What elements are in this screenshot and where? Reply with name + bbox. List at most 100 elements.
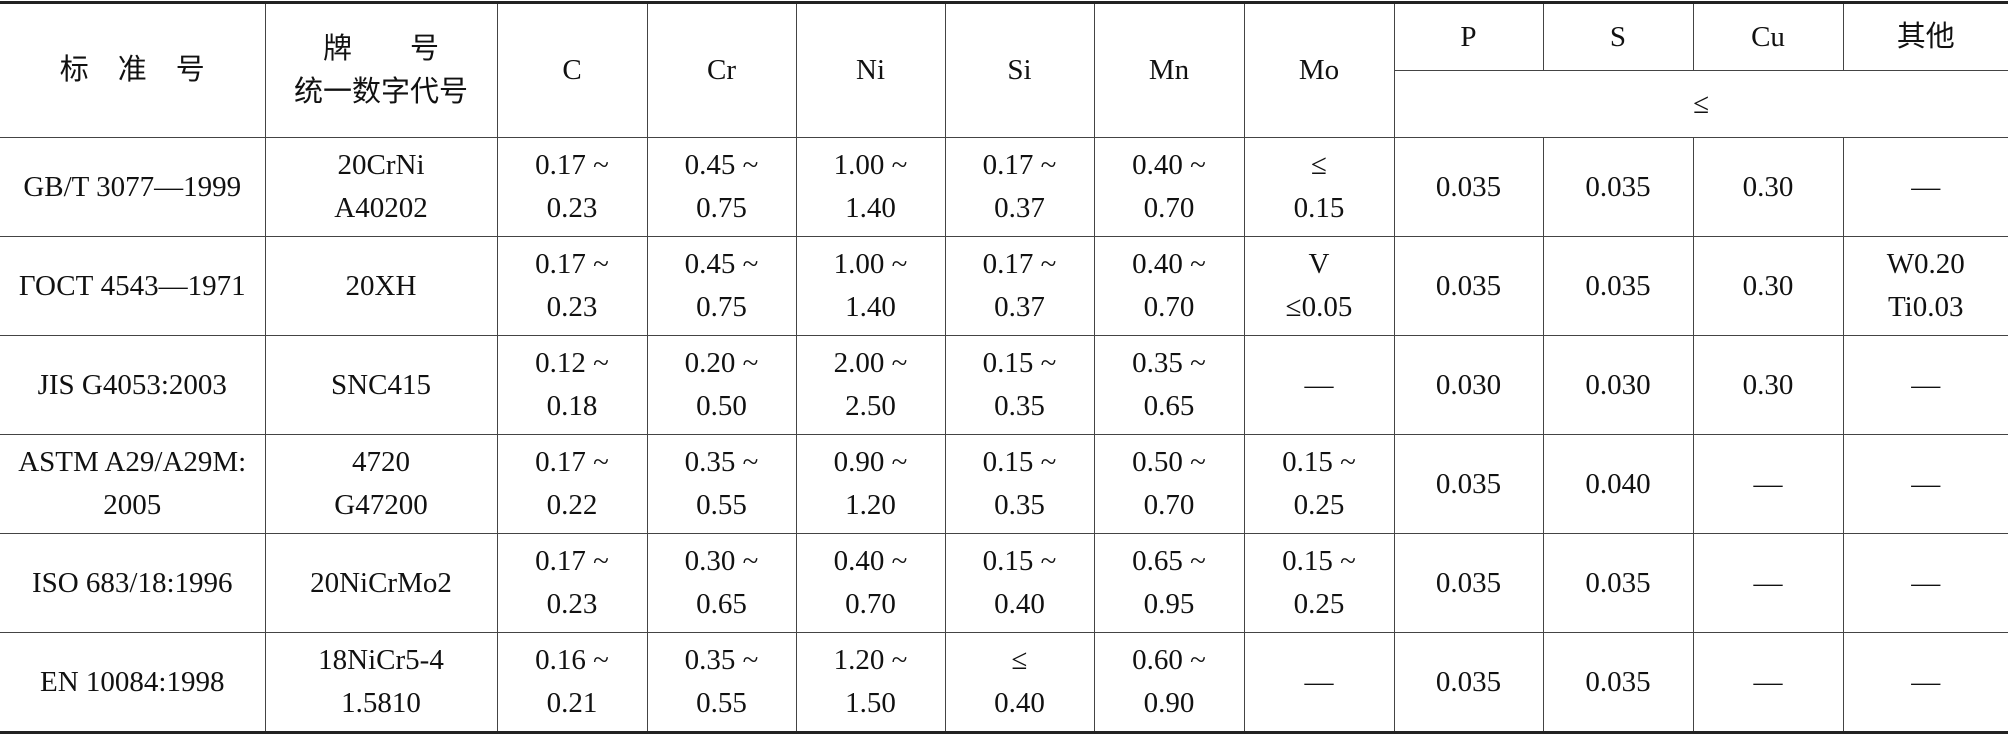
cell-line: 牌 号	[266, 28, 497, 71]
cell-line: 20CrNi	[266, 144, 497, 187]
cell-line: 0.030	[1395, 364, 1543, 407]
data-cell: ГОСТ 4543—1971	[0, 237, 265, 336]
cell-line: 0.030	[1544, 364, 1693, 407]
data-cell: 0.035	[1394, 237, 1543, 336]
data-cell: 0.35 ~0.55	[647, 633, 796, 733]
cell-line: 0.35 ~	[648, 441, 796, 484]
data-cell: 0.17 ~0.23	[497, 138, 647, 237]
data-cell: 0.15 ~0.40	[945, 534, 1094, 633]
cell-line: 0.40 ~	[1095, 243, 1244, 286]
data-cell: 0.035	[1394, 633, 1543, 733]
cell-line: ≤0.05	[1245, 286, 1394, 329]
cell-line: 0.35	[946, 385, 1094, 428]
data-cell: ISO 683/18:1996	[0, 534, 265, 633]
cell-line: W0.20	[1844, 243, 2008, 286]
data-cell: 0.17 ~0.23	[497, 237, 647, 336]
cell-line: 0.15 ~	[946, 342, 1094, 385]
cell-line: 0.035	[1395, 265, 1543, 308]
cell-line: 0.035	[1395, 166, 1543, 209]
data-cell: 0.035	[1394, 435, 1543, 534]
data-cell: GB/T 3077—1999	[0, 138, 265, 237]
data-cell: 0.65 ~0.95	[1094, 534, 1244, 633]
cell-line: 1.5810	[266, 682, 497, 725]
cell-line: 0.70	[1095, 187, 1244, 230]
cell-line: SNC415	[266, 364, 497, 407]
cell-line: 0.70	[1095, 484, 1244, 527]
cell-line: 2.00 ~	[797, 342, 945, 385]
data-cell: —	[1693, 633, 1843, 733]
data-cell: 0.030	[1394, 336, 1543, 435]
cell-line: 0.75	[648, 286, 796, 329]
data-cell: 1.20 ~1.50	[796, 633, 945, 733]
header-cell: C	[497, 3, 647, 138]
cell-line: 0.75	[648, 187, 796, 230]
cell-line: —	[1844, 364, 2008, 407]
cell-line: 1.40	[797, 286, 945, 329]
cell-line: 0.45 ~	[648, 144, 796, 187]
cell-line: 0.23	[498, 286, 647, 329]
cell-line: 0.60 ~	[1095, 639, 1244, 682]
cell-line: Ni	[797, 49, 945, 92]
cell-line: 0.30	[1694, 364, 1843, 407]
cell-line: 0.65	[648, 583, 796, 626]
cell-line: 0.15 ~	[946, 441, 1094, 484]
cell-line: 0.65	[1095, 385, 1244, 428]
data-cell: 20NiCrMo2	[265, 534, 497, 633]
data-cell: 0.040	[1543, 435, 1693, 534]
cell-line: Ti0.03	[1844, 286, 2008, 329]
cell-line: 0.40	[946, 682, 1094, 725]
data-cell: 0.030	[1543, 336, 1693, 435]
cell-line: 0.17 ~	[498, 243, 647, 286]
cell-line: 20XH	[266, 265, 497, 308]
cell-line: —	[1844, 463, 2008, 506]
header-cell: Si	[945, 3, 1094, 138]
header-cell: Mo	[1244, 3, 1394, 138]
header-cell: ≤	[1394, 71, 2008, 138]
data-cell: 0.30	[1693, 336, 1843, 435]
cell-line: 其他	[1844, 16, 2008, 59]
cell-line: 0.20 ~	[648, 342, 796, 385]
data-cell: 0.35 ~0.55	[647, 435, 796, 534]
data-cell: —	[1843, 633, 2008, 733]
cell-line: —	[1245, 661, 1394, 704]
cell-line: 0.55	[648, 484, 796, 527]
cell-line: 0.035	[1395, 463, 1543, 506]
cell-line: 1.50	[797, 682, 945, 725]
header-cell: Mn	[1094, 3, 1244, 138]
data-cell: JIS G4053:2003	[0, 336, 265, 435]
cell-line: 0.22	[498, 484, 647, 527]
data-cell: 0.035	[1543, 534, 1693, 633]
cell-line: 0.035	[1395, 661, 1543, 704]
data-cell: 2.00 ~2.50	[796, 336, 945, 435]
data-cell: ASTM A29/A29M:2005	[0, 435, 265, 534]
cell-line: 0.15 ~	[946, 540, 1094, 583]
data-cell: —	[1843, 336, 2008, 435]
cell-line: 18NiCr5-4	[266, 639, 497, 682]
data-cell: ≤0.40	[945, 633, 1094, 733]
cell-line: 0.035	[1544, 265, 1693, 308]
data-cell: 0.17 ~0.37	[945, 237, 1094, 336]
cell-line: 0.035	[1544, 661, 1693, 704]
data-cell: 0.17 ~0.37	[945, 138, 1094, 237]
cell-line: 0.37	[946, 187, 1094, 230]
header-cell: Cu	[1693, 3, 1843, 71]
header-cell: 标 准 号	[0, 3, 265, 138]
cell-line: 2.50	[797, 385, 945, 428]
data-cell: 0.35 ~0.65	[1094, 336, 1244, 435]
data-cell: 0.50 ~0.70	[1094, 435, 1244, 534]
data-cell: 1.00 ~1.40	[796, 138, 945, 237]
cell-line: 0.37	[946, 286, 1094, 329]
cell-line: ISO 683/18:1996	[0, 562, 265, 605]
cell-line: 1.20	[797, 484, 945, 527]
data-cell: —	[1244, 633, 1394, 733]
cell-line: 0.15 ~	[1245, 441, 1394, 484]
cell-line: 0.30	[1694, 166, 1843, 209]
cell-line: Cu	[1694, 16, 1843, 59]
data-cell: 0.15 ~0.25	[1244, 435, 1394, 534]
